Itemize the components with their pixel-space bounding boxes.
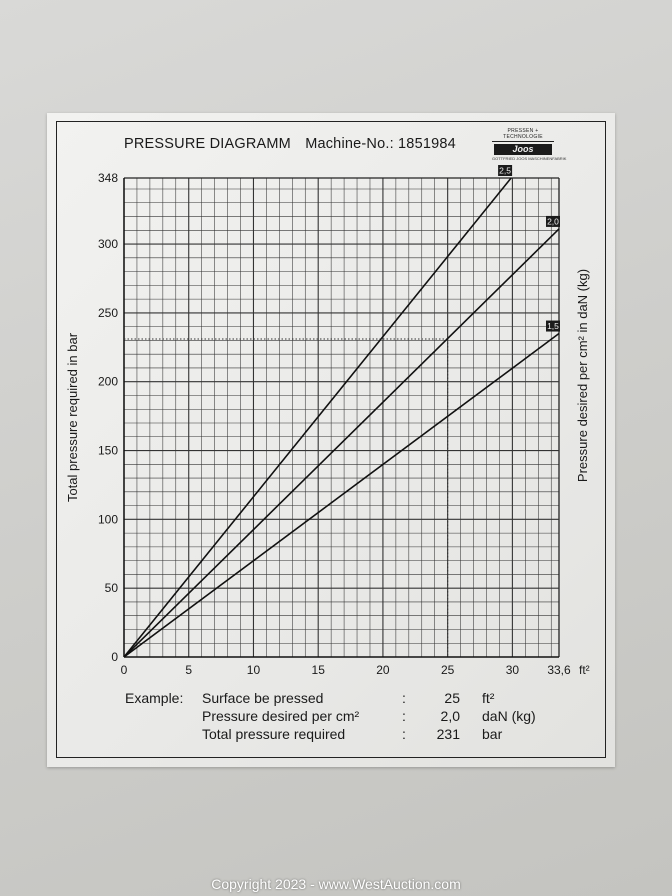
x-tick-label: 10	[247, 663, 261, 677]
series-label: 2,0	[546, 215, 560, 227]
series-label-box	[546, 320, 560, 332]
example-value: 231	[436, 726, 460, 742]
series-label: 2,5	[498, 165, 513, 176]
x-tick-label: 33,6	[547, 663, 571, 677]
y-tick-label: 0	[111, 650, 118, 664]
series-line	[123, 177, 512, 658]
x-tick-label: 30	[506, 663, 520, 677]
manufacturer-logo: PRESSEN + TECHNOLOGIE Joos GOTTFRIED JOO…	[492, 128, 567, 161]
example-value: 25	[444, 690, 460, 706]
copyright-watermark: Copyright 2023 - www.WestAuction.com	[211, 876, 461, 892]
example-separator: :	[402, 726, 406, 742]
example-separator: :	[402, 690, 406, 706]
series-label-box	[546, 215, 560, 227]
y-tick-label: 348	[98, 171, 118, 185]
y2-axis-title: Pressure desired per cm² in daN (kg)	[575, 269, 590, 482]
y-tick-label: 300	[98, 237, 118, 251]
x-tick-label: 15	[312, 663, 326, 677]
y-tick-labels: 0 50 100 150 200 250 300 348	[98, 171, 118, 664]
example-value: 2,0	[440, 708, 460, 724]
logo-company-name: GOTTFRIED JOOS MASCHINENFABRIK	[492, 156, 567, 161]
series-label-text: 2,0	[547, 216, 559, 226]
y-tick-label: 100	[98, 512, 118, 526]
example-separator: :	[402, 708, 406, 724]
major-grid	[123, 177, 560, 658]
example-heading: Example:	[125, 690, 184, 706]
example-label: Pressure desired per cm²	[202, 708, 360, 724]
x-tick-labels: 0 5 10 15 20 25 30 33,6	[121, 663, 571, 677]
example-unit: daN (kg)	[482, 708, 536, 724]
y-axis-title: Total pressure required in bar	[65, 332, 80, 502]
example-unit: ft²	[482, 690, 495, 706]
diagram-title: PRESSURE DIAGRAMM	[124, 136, 291, 152]
series-label-text: 2,5	[499, 166, 511, 176]
y-tick-label: 150	[98, 444, 118, 458]
label-border	[56, 121, 606, 758]
title-row: PRESSURE DIAGRAMM Machine-No.: 1851984	[124, 136, 466, 152]
series-label-text: 1,5	[547, 321, 559, 331]
y-tick-label: 200	[98, 375, 118, 389]
x-tick-label: 20	[376, 663, 390, 677]
series-label: 1,5	[546, 320, 560, 332]
x-tick-label: 25	[441, 663, 455, 677]
series-labels: 2,5 2,0 1,5	[498, 165, 560, 332]
y-tick-label: 50	[105, 581, 119, 595]
series-lines	[123, 177, 560, 658]
example-label: Surface be pressed	[202, 690, 324, 706]
example-annotation	[124, 338, 449, 657]
example-label: Total pressure required	[202, 726, 346, 742]
y-tick-label: 250	[98, 306, 118, 320]
series-label-box	[498, 165, 513, 176]
x-tick-label: 0	[121, 663, 128, 677]
machine-number: Machine-No.: 1851984	[305, 136, 456, 152]
minor-grid	[124, 178, 559, 657]
series-line	[123, 228, 560, 658]
x-unit-label: ft²	[579, 663, 590, 677]
x-tick-label: 5	[185, 663, 192, 677]
logo-tagline: PRESSEN + TECHNOLOGIE	[492, 128, 554, 142]
series-line	[123, 332, 560, 658]
example-unit: bar	[482, 726, 503, 742]
logo-mark: Joos	[494, 144, 552, 155]
